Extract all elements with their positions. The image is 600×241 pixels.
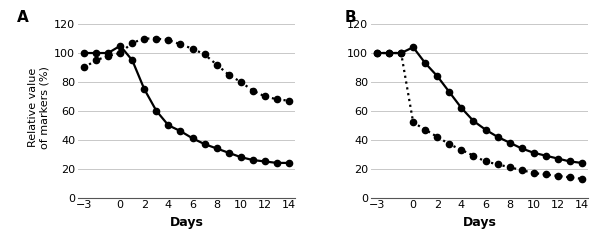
Text: A: A bbox=[17, 10, 29, 25]
Y-axis label: Relative value
of markers (%): Relative value of markers (%) bbox=[28, 66, 50, 149]
X-axis label: Days: Days bbox=[170, 216, 203, 229]
Text: B: B bbox=[345, 10, 356, 25]
X-axis label: Days: Days bbox=[463, 216, 496, 229]
